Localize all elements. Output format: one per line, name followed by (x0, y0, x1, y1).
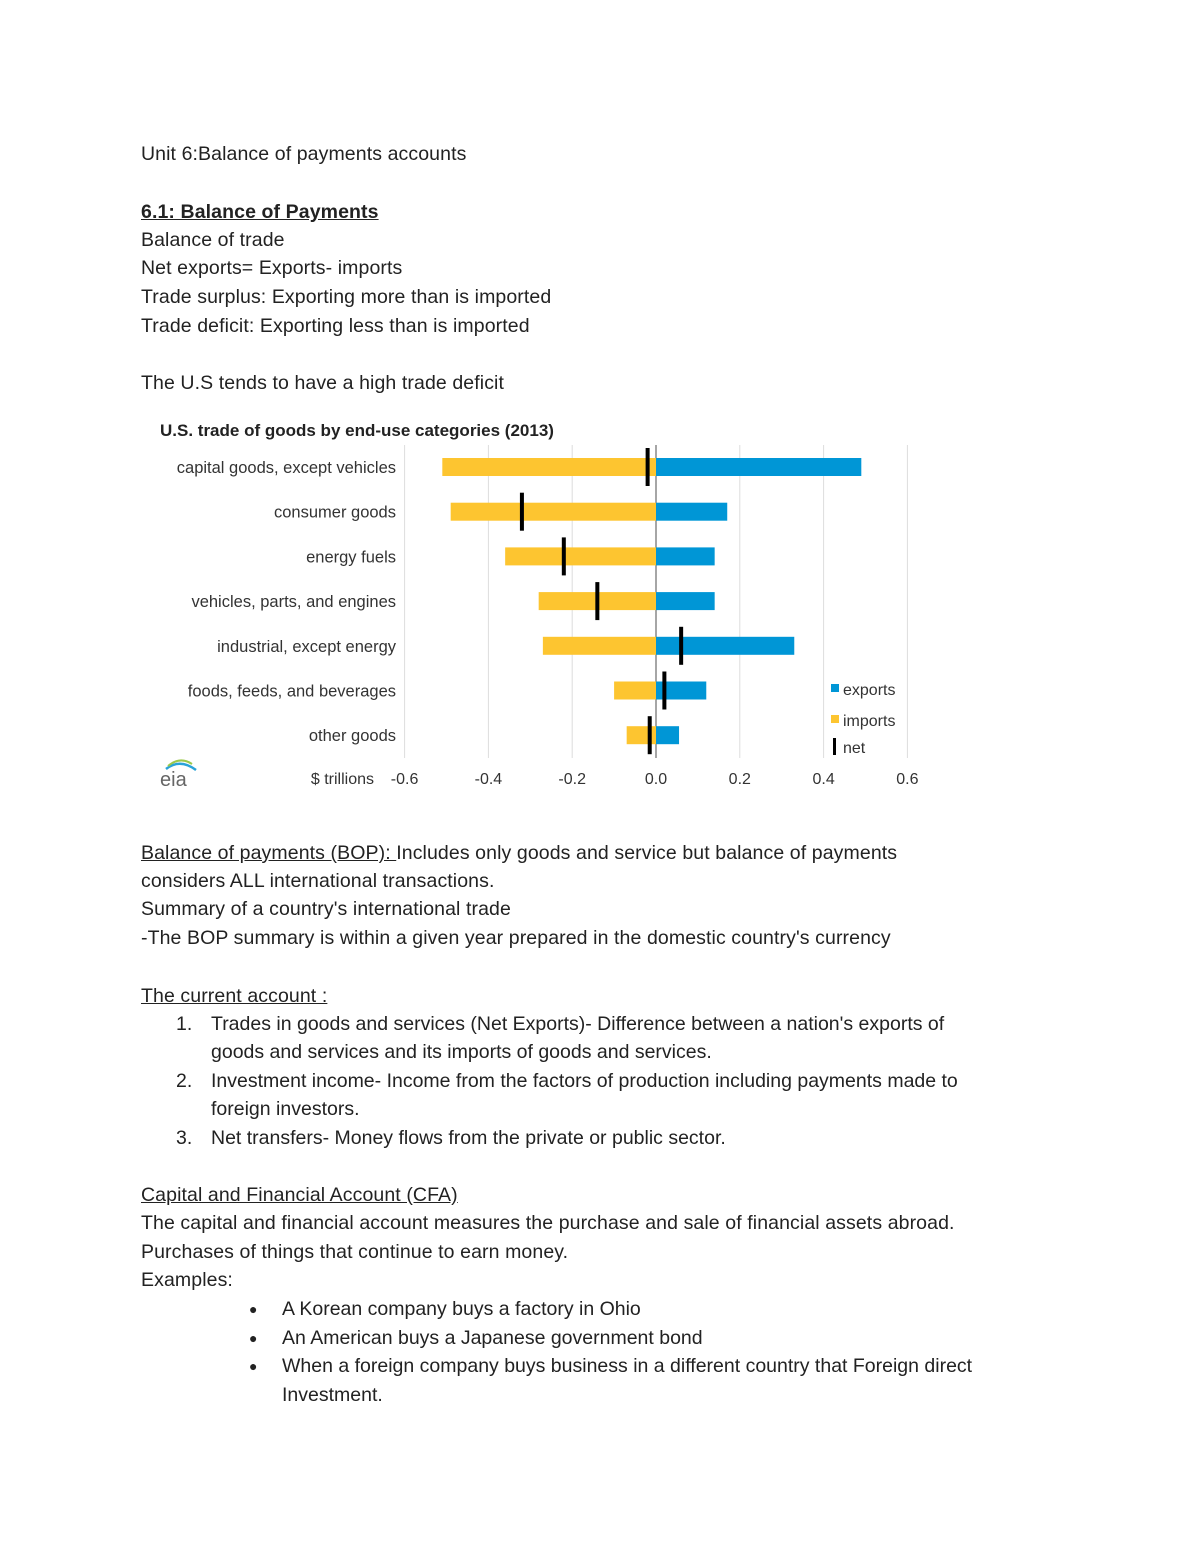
bullet-item: An American buys a Japanese government b… (282, 1327, 703, 1349)
list-item: Trades in goods and services (Net Export… (211, 1013, 945, 1035)
imports-bar (442, 458, 656, 476)
text-line: Summary of a country's international tra… (141, 898, 511, 920)
exports-bar (656, 636, 795, 655)
bullet-icon: ● (249, 1358, 258, 1374)
document-heading: Unit 6:Balance of payments accounts (141, 143, 467, 165)
category-label: industrial, except energy (217, 638, 397, 656)
net-marker (679, 626, 684, 665)
category-label: foods, feeds, and beverages (188, 683, 396, 701)
imports-bar (614, 681, 656, 700)
svg-text:eia: eia (160, 769, 188, 791)
net-marker (662, 671, 667, 710)
bullet-item: When a foreign company buys business in … (282, 1355, 973, 1377)
list-number: 1. (176, 1013, 193, 1035)
category-label: energy fuels (306, 548, 396, 566)
x-tick-label: 0.0 (645, 771, 667, 788)
text-line: Balance of payments (BOP): Includes only… (141, 841, 897, 865)
category-label: capital goods, except vehicles (177, 459, 396, 477)
chart-title: U.S. trade of goods by end-use categorie… (160, 421, 554, 440)
exports-bar (656, 592, 715, 611)
x-tick-label: 0.4 (812, 771, 834, 788)
bop-text: Includes only goods and service but bala… (396, 842, 898, 864)
bullet-item: Investment. (282, 1384, 383, 1406)
exports-bar (656, 681, 707, 700)
exports-bar (656, 502, 728, 521)
net-marker (519, 492, 524, 531)
exports-bar (656, 726, 680, 745)
bop-title: Balance of payments (BOP): (141, 842, 397, 864)
x-axis-label: $ trillions (311, 771, 374, 788)
net-marker (647, 716, 652, 755)
imports-bar (450, 502, 656, 521)
exports-bar (656, 458, 862, 476)
trade-chart: U.S. trade of goods by end-use categorie… (160, 421, 919, 791)
x-tick-label: 0.6 (896, 771, 918, 788)
x-tick-label: -0.4 (475, 771, 503, 788)
x-tick-label: -0.6 (391, 771, 419, 788)
text-line: Balance of trade (141, 229, 285, 251)
x-tick-label: -0.2 (558, 771, 586, 788)
section-title: 6.1: Balance of Payments (141, 201, 379, 223)
list-item: Net transfers- Money flows from the priv… (211, 1127, 726, 1149)
text-line: The capital and financial account measur… (141, 1212, 955, 1234)
text-line: Trade surplus: Exporting more than is im… (141, 286, 552, 308)
text-line: considers ALL international transactions… (141, 870, 495, 892)
legend-exports-label: exports (843, 682, 895, 699)
imports-bar (542, 636, 656, 655)
list-item: Investment income- Income from the facto… (211, 1070, 958, 1092)
imports-bar (505, 547, 656, 566)
category-label: vehicles, parts, and engines (191, 593, 396, 611)
text-line: Net exports= Exports- imports (141, 257, 403, 279)
eia-logo: eia (160, 759, 197, 791)
bullet-item: A Korean company buys a factory in Ohio (282, 1298, 641, 1320)
text-line: The U.S tends to have a high trade defic… (141, 372, 504, 394)
legend-net-label: net (843, 740, 866, 757)
text-line: Trade deficit: Exporting less than is im… (141, 315, 530, 337)
net-marker (645, 448, 650, 486)
x-tick-label: 0.2 (729, 771, 751, 788)
text-line: -The BOP summary is within a given year … (141, 927, 891, 949)
exports-bar (656, 547, 715, 566)
current-account-title: The current account : (141, 985, 328, 1007)
bullet-icon: ● (249, 1301, 258, 1317)
text-line: Purchases of things that continue to ear… (141, 1241, 569, 1263)
net-marker (561, 537, 566, 576)
list-number: 3. (176, 1127, 193, 1149)
category-label: other goods (309, 727, 396, 745)
legend-imports-label: imports (843, 713, 895, 730)
net-marker (595, 582, 600, 621)
category-label: consumer goods (274, 504, 396, 522)
legend-net-swatch (833, 738, 836, 755)
bullet-icon: ● (249, 1330, 258, 1346)
cfa-title: Capital and Financial Account (CFA) (141, 1184, 458, 1206)
legend-exports-swatch (831, 684, 839, 692)
list-item: goods and services and its imports of go… (211, 1041, 712, 1063)
list-item: foreign investors. (211, 1098, 360, 1120)
legend-imports-swatch (831, 715, 839, 723)
text-line: Examples: (141, 1269, 233, 1291)
list-number: 2. (176, 1070, 193, 1092)
